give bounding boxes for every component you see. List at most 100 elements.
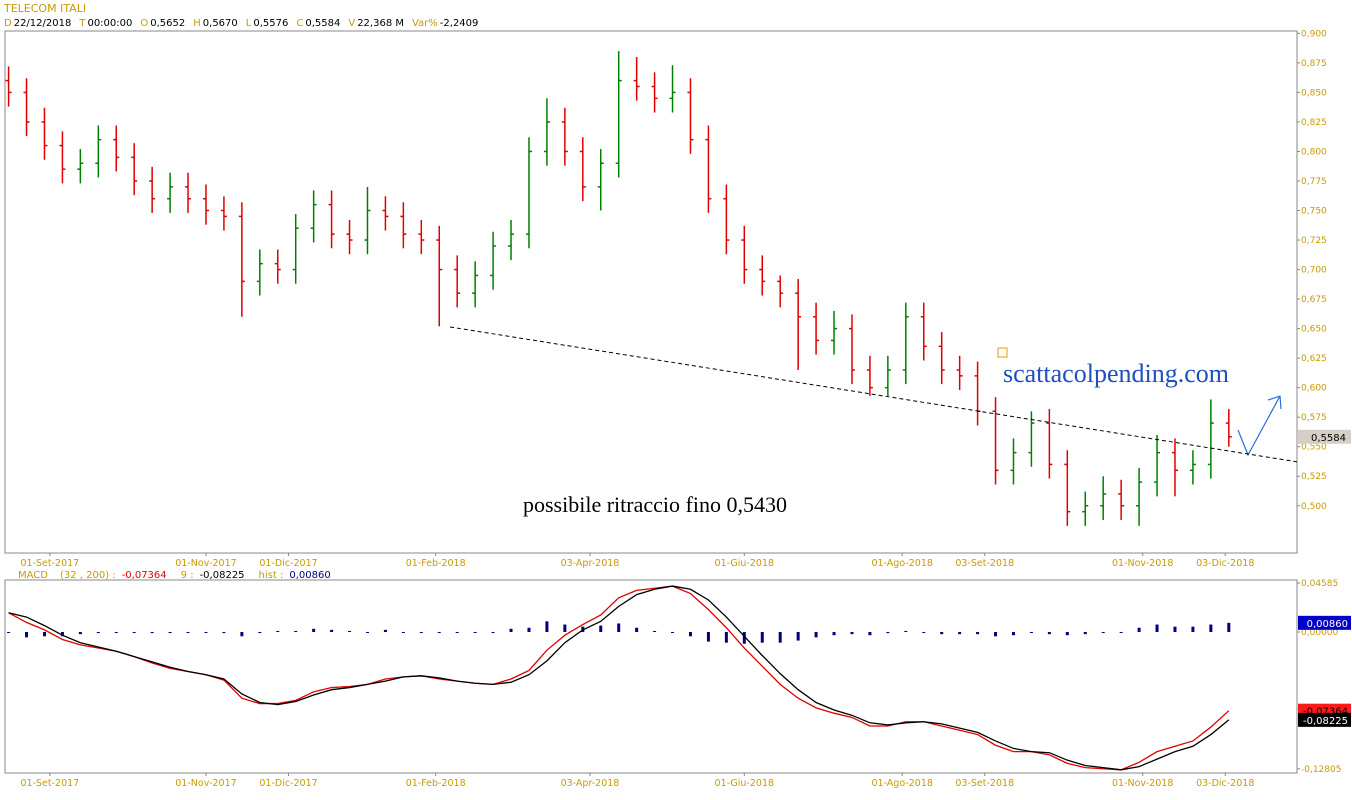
x-tick-label: 03-Set-2018 <box>955 778 1014 789</box>
field-value: 0,5652 <box>150 18 185 29</box>
hist-bar <box>204 632 208 634</box>
hist-bar <box>814 632 818 638</box>
hist-bar <box>473 632 477 634</box>
value-box <box>1298 712 1351 727</box>
field-value: 0,5576 <box>253 18 288 29</box>
marker-square <box>997 347 1008 358</box>
x-tick-label: 01-Giu-2018 <box>715 778 775 789</box>
x-tick-label: 03-Apr-2018 <box>561 558 620 569</box>
x-tick-label: 03-Apr-2018 <box>561 778 620 789</box>
hist-bar <box>563 624 567 633</box>
hist-bar <box>330 629 334 633</box>
x-tick-label: 01-Dic-2017 <box>259 778 317 789</box>
hist-bar <box>922 632 926 634</box>
x-tick-label: 01-Nov-2018 <box>1112 558 1173 569</box>
projection-arrow <box>1237 395 1282 457</box>
hist-bar <box>1029 632 1033 634</box>
field-value: 22/12/2018 <box>14 18 72 29</box>
y-tick-label: 0,775 <box>1301 177 1327 187</box>
hist-bar <box>1011 632 1015 636</box>
y-tick-label: 0,750 <box>1301 207 1327 217</box>
hist-bar <box>850 632 854 635</box>
x-tick-label: 01-Feb-2018 <box>406 778 466 789</box>
hist-bar <box>976 632 980 635</box>
hist-bar <box>348 630 352 633</box>
hist-bar <box>509 628 513 633</box>
hist-bar <box>78 632 82 635</box>
y-tick-label: -0,12805 <box>1301 765 1341 775</box>
macd-legend: MACD (32 , 200) : -0,07364 9 : -0,08225 hist … <box>18 570 331 581</box>
hist-bar <box>60 632 64 637</box>
field-value: 22,368 M <box>357 18 404 29</box>
hist-bar <box>114 632 118 634</box>
y-tick-label: 0,725 <box>1301 236 1327 246</box>
field-label: V <box>348 18 355 29</box>
hist-bar <box>760 632 764 643</box>
hist-bar <box>527 627 531 633</box>
y-tick-label: 0,00000 <box>1301 628 1338 638</box>
legend-value: 0,00860 <box>289 570 330 581</box>
x-tick-label: 01-Set-2017 <box>20 558 79 569</box>
x-tick-label: 01-Giu-2018 <box>715 558 775 569</box>
value-box <box>1298 615 1351 630</box>
field-label: H <box>193 18 201 29</box>
hist-bar <box>7 632 11 634</box>
field-label: T <box>78 18 86 29</box>
y-tick-label: 0,825 <box>1301 118 1327 128</box>
hist-bar <box>437 632 441 634</box>
hist-bar <box>832 632 836 636</box>
x-tick-label: 01-Ago-2018 <box>872 558 933 569</box>
y-tick-label: 0,850 <box>1301 88 1327 98</box>
hist-bar <box>671 632 675 634</box>
hist-bar <box>240 632 244 637</box>
hist-bar <box>778 632 782 643</box>
y-tick-label: 0,04585 <box>1301 579 1338 589</box>
macd-label: MACD <box>18 570 48 581</box>
hist-bar <box>617 623 621 633</box>
trendline <box>449 326 1298 463</box>
y-tick-label: 0,675 <box>1301 295 1327 305</box>
hist-bar <box>635 627 639 633</box>
macd-line <box>8 585 1230 771</box>
hist-bar <box>222 632 226 634</box>
hist-bar <box>1227 622 1231 633</box>
watermark: scattacolpending.com <box>1003 359 1229 388</box>
x-tick-label: 01-Set-2017 <box>20 778 79 789</box>
y-tick-label: 0,550 <box>1301 443 1327 453</box>
hist-bar <box>312 628 316 633</box>
hist-bar <box>1173 626 1177 633</box>
symbol: TELECOM ITALI <box>3 2 86 15</box>
header-fields: D 22/12/2018 T 00:00:00 O 0,5652 H 0,5670 L 0,557… <box>4 18 478 29</box>
hist-bar <box>1137 627 1141 633</box>
y-tick-label: 0,900 <box>1301 29 1327 39</box>
hist-bar <box>940 632 944 635</box>
hist-bar <box>401 632 405 634</box>
y-tick-label: 0,525 <box>1301 472 1327 482</box>
hist-bar <box>1065 632 1069 636</box>
x-tick-label: 03-Dic-2018 <box>1196 558 1254 569</box>
hist-bar <box>365 632 369 634</box>
legend-value: -0,08225 <box>200 570 245 581</box>
hist-bar <box>294 630 298 633</box>
field-value: 0,5670 <box>203 18 238 29</box>
field-value: -2,2409 <box>440 18 479 29</box>
macd-line <box>8 585 1230 771</box>
y-tick-label: 0,875 <box>1301 59 1327 69</box>
legend-value: -0,07364 <box>122 570 167 581</box>
hist-bar <box>1209 624 1213 633</box>
legend-name: 9 : <box>181 570 194 581</box>
x-tick-label: 01-Nov-2018 <box>1112 778 1173 789</box>
hist-bar <box>150 632 154 634</box>
y-tick-label: 0,575 <box>1301 413 1327 423</box>
hist-bar <box>96 632 100 634</box>
field-label: O <box>140 18 148 29</box>
legend-name: (32 , 200) : <box>60 570 116 581</box>
hist-bar <box>688 632 692 637</box>
field-label: D <box>4 18 12 29</box>
y-tick-label: 0,650 <box>1301 325 1327 335</box>
hist-bar <box>868 632 872 636</box>
x-tick-label: 01-Ago-2018 <box>872 778 933 789</box>
hist-bar <box>258 632 262 634</box>
